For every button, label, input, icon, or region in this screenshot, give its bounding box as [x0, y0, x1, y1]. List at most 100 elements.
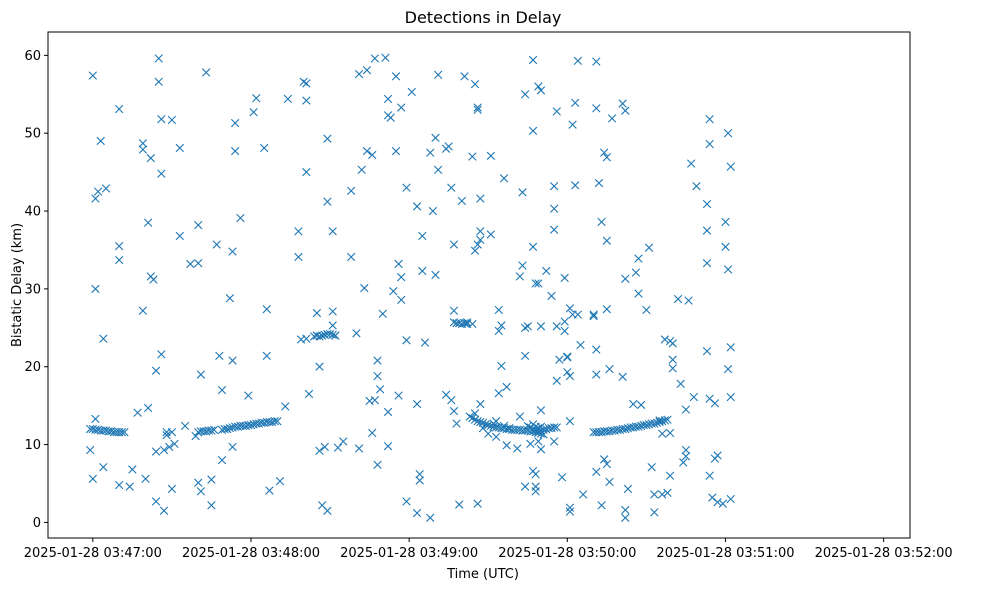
data-point — [138, 139, 148, 148]
data-point — [468, 152, 477, 161]
data-point — [138, 145, 148, 154]
data-point — [552, 376, 561, 385]
data-point — [460, 72, 469, 81]
data-point — [636, 400, 646, 410]
data-point — [560, 317, 569, 326]
data-point — [167, 484, 177, 494]
data-point — [602, 153, 612, 162]
data-point — [154, 54, 163, 63]
data-point — [407, 87, 416, 97]
data-point — [476, 417, 485, 427]
data-point — [534, 437, 543, 446]
data-point — [294, 227, 303, 236]
data-point — [339, 437, 348, 446]
data-point — [230, 118, 240, 128]
data-point — [449, 406, 459, 416]
data-point — [658, 417, 667, 426]
data-point — [578, 490, 588, 499]
data-point — [681, 445, 691, 455]
data-point — [631, 268, 641, 277]
data-point — [433, 165, 443, 174]
data-point — [473, 103, 482, 112]
data-point — [175, 143, 184, 153]
data-point — [294, 252, 303, 262]
data-point — [391, 146, 401, 156]
data-point — [85, 445, 95, 455]
data-point — [207, 475, 216, 484]
data-point — [536, 406, 546, 415]
y-tick-label: 60 — [24, 49, 41, 64]
data-point — [391, 72, 401, 81]
data-point — [373, 460, 382, 470]
data-point — [362, 65, 372, 75]
data-point — [494, 305, 503, 315]
data-point — [304, 389, 314, 399]
data-point — [93, 187, 103, 196]
data-point — [444, 142, 453, 151]
data-point — [520, 351, 530, 361]
data-point — [180, 421, 190, 431]
data-point — [99, 462, 108, 472]
data-point — [497, 361, 506, 371]
data-point — [215, 351, 224, 361]
data-point — [228, 356, 237, 365]
data-point — [157, 114, 166, 124]
y-tick-label: 10 — [24, 438, 41, 453]
data-point — [494, 389, 503, 398]
data-point — [370, 54, 380, 63]
data-point — [228, 442, 237, 452]
data-point — [302, 334, 311, 343]
data-point — [412, 202, 422, 211]
data-point — [209, 425, 219, 434]
data-point — [397, 103, 406, 112]
data-point — [534, 279, 543, 288]
data-point — [470, 246, 480, 255]
data-point — [99, 334, 108, 343]
data-point — [563, 367, 572, 377]
data-point — [681, 452, 691, 461]
data-point — [676, 379, 685, 389]
data-point — [476, 399, 485, 409]
data-point — [549, 204, 559, 213]
data-point — [650, 490, 659, 499]
data-point — [470, 409, 480, 418]
data-point — [592, 104, 601, 113]
data-point — [470, 415, 480, 424]
data-point — [151, 497, 161, 506]
data-point — [476, 235, 485, 245]
data-point — [723, 364, 733, 374]
data-point — [655, 417, 664, 427]
data-point — [660, 416, 670, 425]
data-point — [468, 413, 477, 423]
data-point — [114, 480, 124, 490]
data-point — [315, 446, 324, 456]
data-point — [415, 476, 424, 485]
data-point — [455, 500, 464, 509]
data-point — [652, 418, 662, 427]
data-point — [702, 346, 712, 356]
data-point — [402, 336, 411, 345]
data-point — [431, 133, 440, 143]
data-point — [726, 162, 735, 171]
data-point — [689, 392, 699, 402]
data-point — [536, 422, 546, 431]
data-point — [491, 432, 501, 441]
data-point — [381, 53, 390, 62]
data-point — [120, 427, 129, 437]
data-point — [186, 259, 195, 269]
data-point — [230, 146, 240, 156]
data-point — [207, 501, 216, 510]
data-point — [589, 310, 598, 319]
chart-title: Detections in Delay — [405, 8, 562, 27]
data-point — [549, 437, 559, 446]
data-point — [589, 311, 598, 321]
y-axis-label: Bistatic Delay (km) — [10, 223, 25, 347]
data-point — [373, 371, 382, 381]
data-point — [602, 459, 612, 469]
data-point — [523, 322, 532, 331]
data-point — [642, 305, 651, 315]
data-point — [167, 115, 177, 125]
x-axis-label: Time (UTC) — [446, 567, 519, 582]
data-point — [563, 352, 572, 361]
